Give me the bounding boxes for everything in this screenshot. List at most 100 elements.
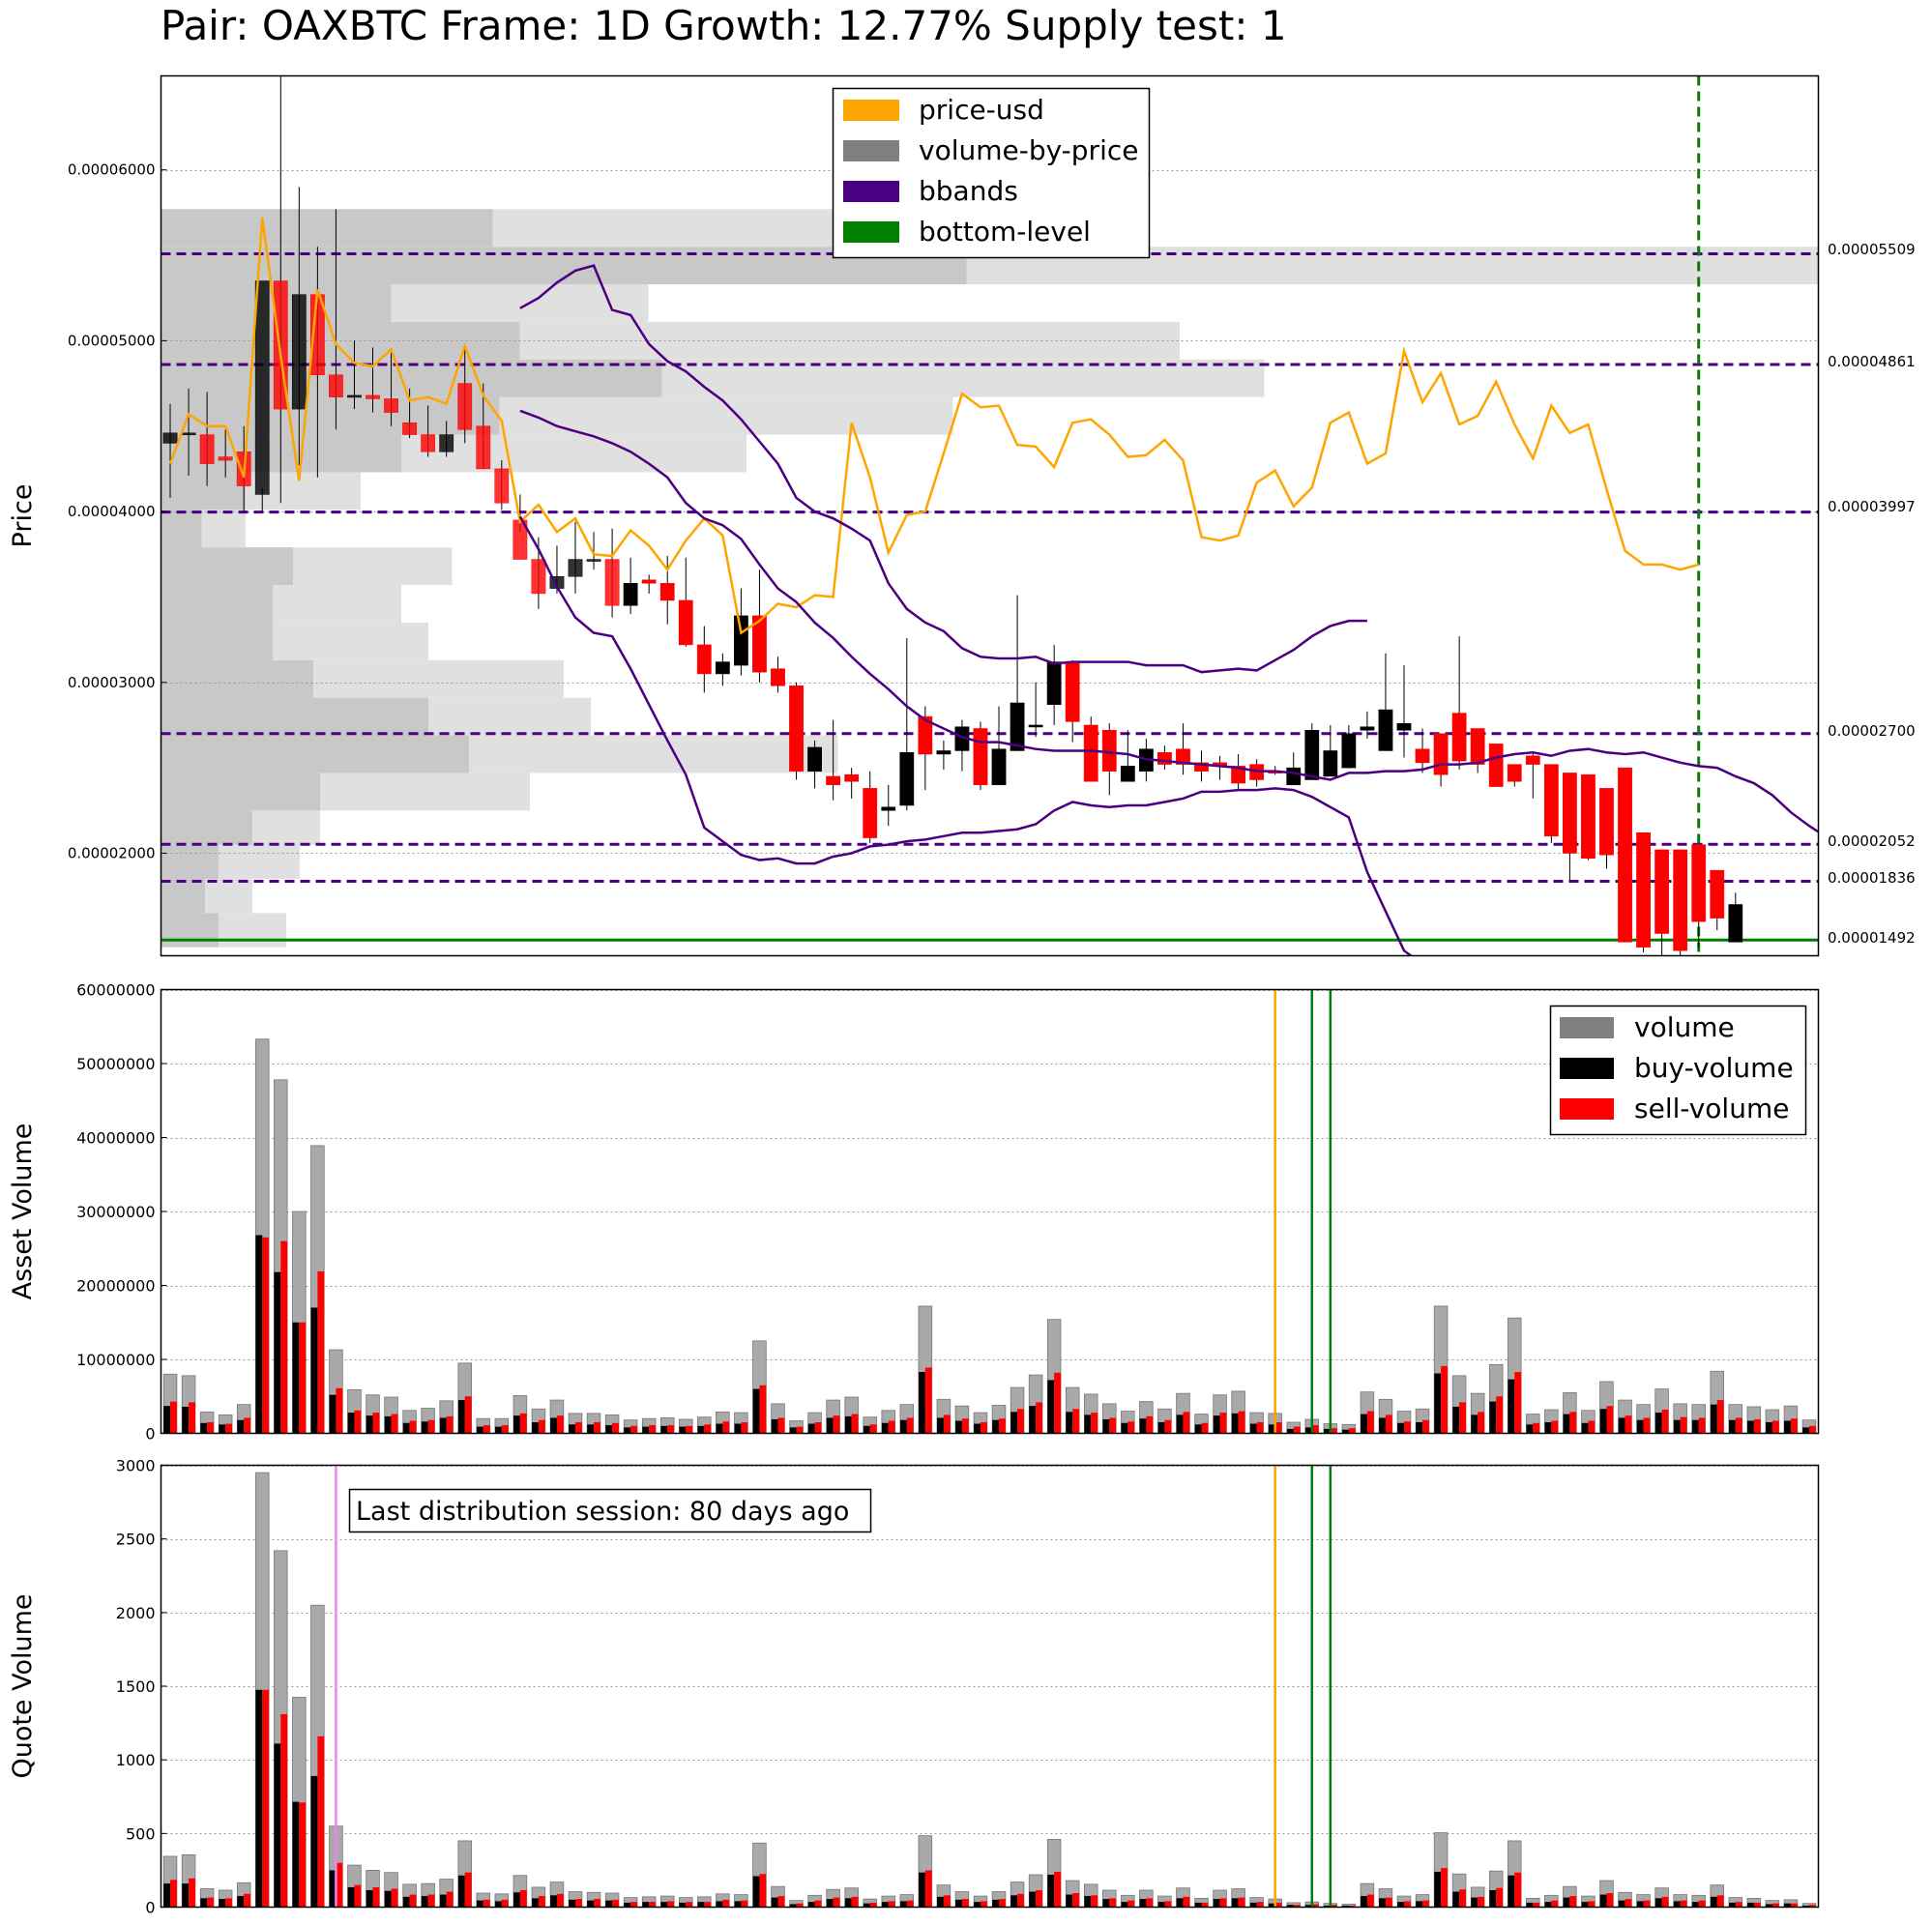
asset-volume-sell-volume-bar bbox=[869, 1424, 877, 1434]
asset-volume-sell-volume-bar bbox=[427, 1419, 435, 1434]
candle-body bbox=[1304, 730, 1320, 780]
quote-volume-buy-volume-bar bbox=[310, 1775, 318, 1908]
quote-volume-buy-volume-bar bbox=[476, 1900, 483, 1908]
asset-volume-sell-volume-bar bbox=[1422, 1419, 1429, 1434]
asset-volume-sell-volume-bar bbox=[225, 1423, 233, 1434]
candle-body bbox=[918, 715, 933, 755]
asset-volume-sell-volume-bar bbox=[1459, 1402, 1466, 1434]
candle-body bbox=[421, 434, 436, 452]
candle-body bbox=[973, 728, 988, 786]
quote-volume-buy-volume-bar bbox=[274, 1743, 281, 1908]
asset-volume-sell-volume-bar bbox=[594, 1422, 600, 1434]
asset-volume-sell-volume-bar bbox=[446, 1415, 454, 1434]
asset-volume-buy-volume-bar bbox=[899, 1419, 907, 1434]
asset-volume-ytick-label: 50000000 bbox=[76, 1055, 155, 1073]
candle-body bbox=[715, 661, 730, 675]
candle-body bbox=[402, 422, 417, 435]
asset-volume-sell-volume-bar bbox=[1091, 1413, 1098, 1434]
candle-body bbox=[826, 775, 841, 786]
quote-volume-buy-volume-bar bbox=[974, 1902, 981, 1908]
asset-volume-sell-volume-bar bbox=[686, 1425, 693, 1434]
asset-volume-sell-volume-bar bbox=[1735, 1417, 1742, 1434]
asset-volume-ytick-label: 10000000 bbox=[76, 1351, 155, 1369]
quote-volume-buy-volume-bar bbox=[1342, 1905, 1349, 1908]
quote-volume-buy-volume-bar bbox=[1176, 1898, 1184, 1908]
asset-volume-sell-volume-bar bbox=[317, 1270, 325, 1434]
quote-volume-buy-volume-bar bbox=[1654, 1898, 1662, 1908]
asset-volume-sell-volume-bar bbox=[759, 1385, 767, 1434]
candle-body bbox=[1728, 904, 1743, 943]
asset-volume-sell-volume-bar bbox=[1127, 1421, 1135, 1434]
quote-volume-sell-volume-bar bbox=[1091, 1895, 1098, 1908]
candle-body bbox=[1488, 744, 1504, 787]
candle-body bbox=[329, 374, 343, 397]
vbp-dark-bar bbox=[161, 878, 205, 914]
asset-volume-sell-volume-bar bbox=[538, 1419, 545, 1434]
quote-volume-buy-volume-bar bbox=[182, 1883, 190, 1908]
candle-body bbox=[1231, 766, 1245, 784]
quote-volume-buy-volume-bar bbox=[219, 1899, 226, 1908]
quote-volume-sell-volume-bar bbox=[1385, 1897, 1392, 1908]
asset-volume-buy-volume-bar bbox=[1508, 1379, 1515, 1434]
candle-body bbox=[1286, 767, 1302, 786]
quote-volume-sell-volume-bar bbox=[759, 1874, 767, 1908]
quote-volume-buy-volume-bar bbox=[1066, 1894, 1073, 1908]
quote-volume-buy-volume-bar bbox=[163, 1883, 171, 1908]
vbp-dark-bar bbox=[161, 735, 469, 773]
candle-body bbox=[771, 668, 785, 686]
asset-volume-buy-volume-bar bbox=[1323, 1428, 1331, 1434]
asset-volume-sell-volume-bar bbox=[1054, 1372, 1062, 1434]
candle-body bbox=[1065, 661, 1080, 722]
asset-volume-buy-volume-bar bbox=[605, 1425, 613, 1434]
vbp-dark-bar bbox=[161, 697, 428, 736]
quote-volume-sell-volume-bar bbox=[170, 1880, 177, 1908]
quote-volume-sell-volume-bar bbox=[649, 1902, 657, 1908]
quote-volume-sell-volume-bar bbox=[1256, 1902, 1264, 1908]
level-label: 0.00001492 bbox=[1828, 929, 1916, 947]
asset-volume-sell-volume-bar bbox=[336, 1387, 343, 1434]
asset-volume-buy-volume-bar bbox=[476, 1426, 483, 1434]
quote-volume-sell-volume-bar bbox=[391, 1888, 398, 1908]
quote-volume-buy-volume-bar bbox=[1249, 1902, 1257, 1908]
asset-volume-sell-volume-bar bbox=[519, 1413, 527, 1434]
asset-volume-sell-volume-bar bbox=[924, 1367, 932, 1434]
asset-volume-buy-volume-bar bbox=[569, 1424, 575, 1434]
asset-volume-buy-volume-bar bbox=[1397, 1422, 1404, 1434]
asset-volume-sell-volume-bar bbox=[999, 1418, 1006, 1434]
legend-swatch bbox=[843, 221, 899, 243]
asset-volume-sell-volume-bar bbox=[1441, 1365, 1448, 1434]
asset-volume-buy-volume-bar bbox=[1047, 1380, 1055, 1434]
quote-volume-buy-volume-bar bbox=[550, 1895, 557, 1908]
quote-volume-buy-volume-bar bbox=[624, 1902, 631, 1908]
quote-volume-sell-volume-bar bbox=[1238, 1897, 1245, 1908]
asset-volume-sell-volume-bar bbox=[1238, 1411, 1245, 1434]
quote-volume-sell-volume-bar bbox=[409, 1894, 417, 1908]
asset-volume-sell-volume-bar bbox=[372, 1413, 380, 1434]
asset-volume-buy-volume-bar bbox=[734, 1423, 742, 1434]
quote-volume-sell-volume-bar bbox=[869, 1902, 877, 1908]
asset-volume-buy-volume-bar bbox=[219, 1424, 226, 1434]
quote-volume-buy-volume-bar bbox=[1544, 1902, 1552, 1908]
quote-volume-buy-volume-bar bbox=[1508, 1875, 1515, 1908]
quote-volume-buy-volume-bar bbox=[1784, 1903, 1791, 1908]
quote-volume-sell-volume-bar bbox=[262, 1689, 270, 1908]
asset-volume-buy-volume-bar bbox=[642, 1426, 650, 1434]
quote-volume-sell-volume-bar bbox=[483, 1899, 490, 1908]
quote-volume-sell-volume-bar bbox=[1036, 1889, 1042, 1908]
price-ytick-label: 0.00003000 bbox=[68, 674, 156, 691]
asset-volume-sell-volume-bar bbox=[1366, 1411, 1374, 1434]
candle-body bbox=[1710, 869, 1725, 919]
asset-volume-sell-volume-bar bbox=[630, 1425, 637, 1434]
asset-volume-sell-volume-bar bbox=[777, 1417, 785, 1434]
candle-body bbox=[476, 425, 491, 470]
quote-volume-ytick-label: 3000 bbox=[116, 1457, 156, 1475]
price-panel-frame bbox=[160, 74, 1820, 957]
quote-volume-sell-volume-bar bbox=[906, 1900, 914, 1908]
quote-volume-buy-volume-bar bbox=[807, 1902, 815, 1908]
asset-volume-sell-volume-bar bbox=[612, 1422, 619, 1434]
quote-volume-buy-volume-bar bbox=[697, 1902, 705, 1908]
quote-volume-sell-volume-bar bbox=[1422, 1900, 1429, 1908]
asset-volume-sell-volume-bar bbox=[851, 1414, 859, 1434]
asset-volume-buy-volume-bar bbox=[1102, 1418, 1110, 1434]
